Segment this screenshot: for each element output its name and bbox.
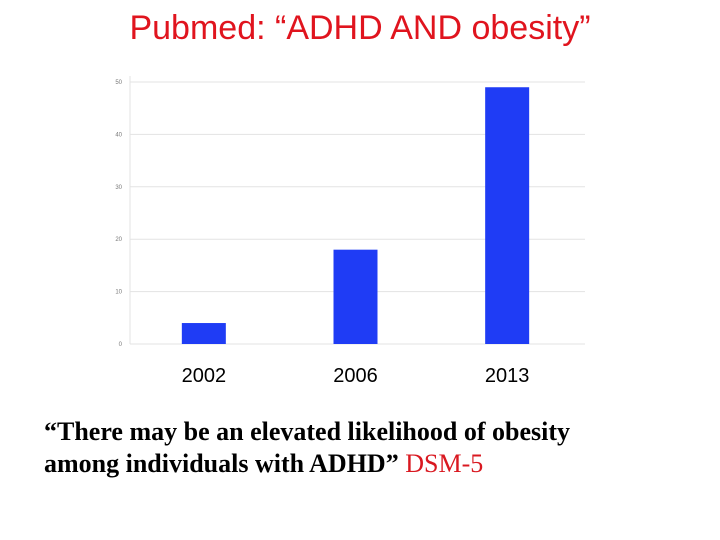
y-axis-ticks: 0 10 20 30 40 50: [115, 80, 122, 348]
bar-2002: [181, 323, 226, 344]
slide-title: Pubmed: “ADHD AND obesity”: [129, 9, 591, 47]
y-tick-label: 10: [115, 290, 122, 296]
dsm5-quote: “There may be an elevated likelihood of …: [44, 416, 704, 480]
y-tick-label: 0: [119, 342, 123, 348]
quote-line-2: among individuals with ADHD”: [44, 449, 399, 478]
bar-chart: 0 10 20 30 40 50 2002 2006 2013: [115, 76, 585, 387]
x-category-label: 2006: [333, 365, 378, 387]
x-axis-labels: 2002 2006 2013: [182, 365, 530, 387]
y-tick-label: 30: [115, 185, 122, 191]
y-tick-label: 50: [115, 80, 122, 86]
x-category-label: 2013: [485, 365, 530, 387]
bar-2013: [485, 87, 530, 345]
y-tick-label: 20: [115, 237, 122, 243]
y-tick-label: 40: [115, 132, 122, 138]
x-category-label: 2002: [182, 365, 227, 387]
quote-line-1: “There may be an elevated likelihood of …: [44, 417, 571, 446]
bar-2006: [333, 249, 378, 344]
quote-source: DSM-5: [405, 449, 484, 478]
chart-bars: [181, 87, 530, 345]
